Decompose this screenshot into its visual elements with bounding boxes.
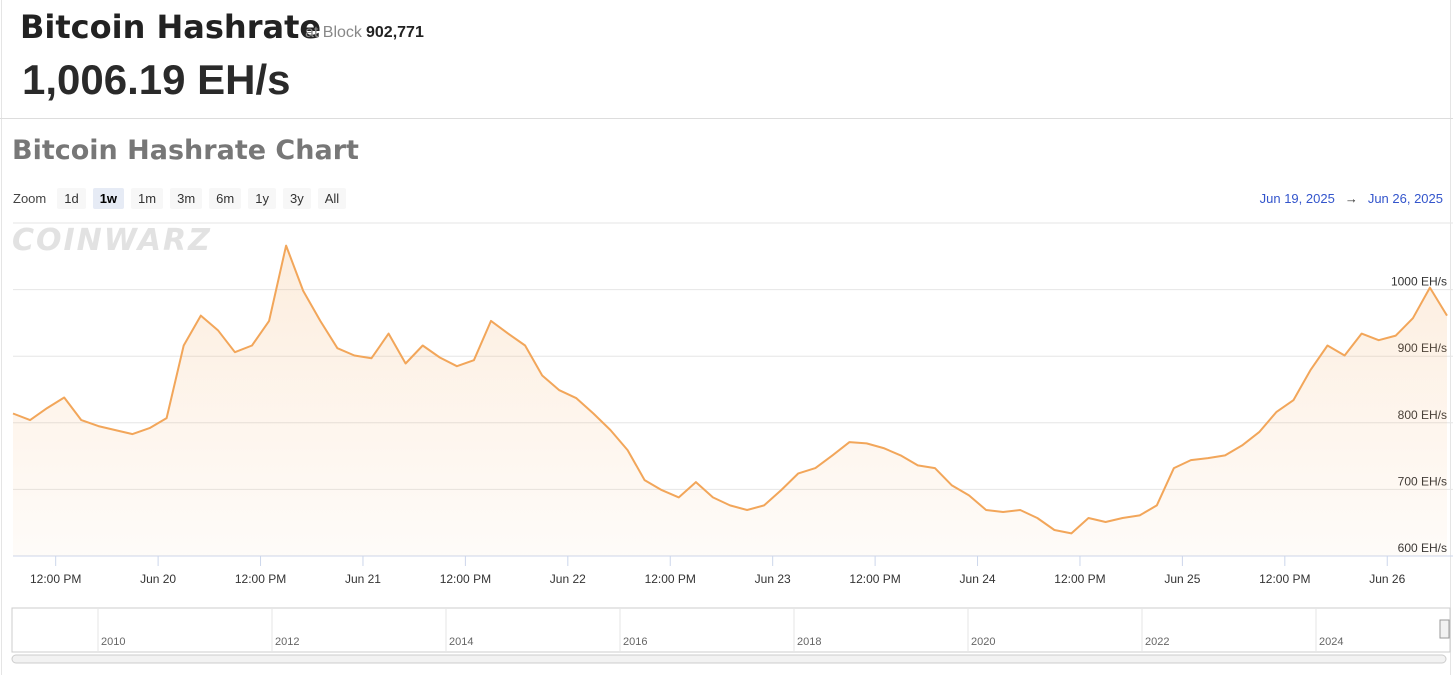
separator [0,118,1453,119]
navigator-label: 2022 [1145,636,1169,648]
navigator-frame [11,607,1451,653]
x-tick-label: Jun 23 [755,572,791,586]
x-tick-label: 12:00 PM [30,572,81,586]
x-tick-label: 12:00 PM [849,572,900,586]
navigator-label: 2016 [623,636,647,648]
navigator-label: 2018 [797,636,821,648]
chart-title: Bitcoin Hashrate Chart [12,135,359,166]
range-to[interactable]: Jun 26, 2025 [1367,191,1443,206]
navigator-label: 2020 [971,636,995,648]
zoom-label: Zoom [13,191,47,206]
x-tick-label: Jun 21 [345,572,381,586]
x-tick-label: 12:00 PM [645,572,696,586]
x-tick-label: Jun 25 [1164,572,1200,586]
x-tick-label: 12:00 PM [440,572,491,586]
zoom-button[interactable]: All [317,188,347,209]
area [13,245,1447,556]
navigator-label: 2012 [275,636,299,648]
zoom-button[interactable]: 6m [209,188,242,209]
zoom-button[interactable]: 1m [131,188,164,209]
hashrate-value: 1,006.19 EH/s [22,56,291,103]
x-tick-label: Jun 22 [550,572,586,586]
x-tick-label: 12:00 PM [235,572,286,586]
line [12,244,1448,535]
zoom-button[interactable]: 3m [170,188,203,209]
zoom-button[interactable]: 1y [248,188,276,209]
zoom-button[interactable]: 3y [282,188,311,209]
block-number: 902,771 [366,24,424,41]
x-tick-label: Jun 20 [140,572,176,586]
range-from[interactable]: Jun 19, 2025 [1259,191,1335,206]
y-tick-label: 1000 EH/s [1391,275,1447,289]
x-tick-label: Jun 24 [960,572,996,586]
x-tick-label: 12:00 PM [1259,572,1310,586]
navigator-label: 2024 [1319,636,1343,648]
navigator-label: 2010 [101,636,125,648]
x-tick-label: Jun 26 [1369,572,1405,586]
navigator-handle[interactable] [1439,619,1450,639]
x-tick-label: 12:00 PM [1054,572,1105,586]
zoom-row: Zoom 1d 1w 1m 3m 6m 1y 3y All [13,188,347,209]
scrollbar[interactable] [11,654,1447,664]
date-range: Jun 19, 2025 → Jun 26, 2025 [1260,191,1443,206]
watermark: COINWARZ [12,223,212,258]
navigator-label: 2014 [449,636,473,648]
block-label: at Block [305,24,362,41]
zoom-button[interactable]: 1d [57,188,86,209]
zoom-button[interactable]: 1w [92,188,125,209]
page-title: Bitcoin Hashrate [20,8,322,46]
range-arrow: → [1344,191,1358,206]
